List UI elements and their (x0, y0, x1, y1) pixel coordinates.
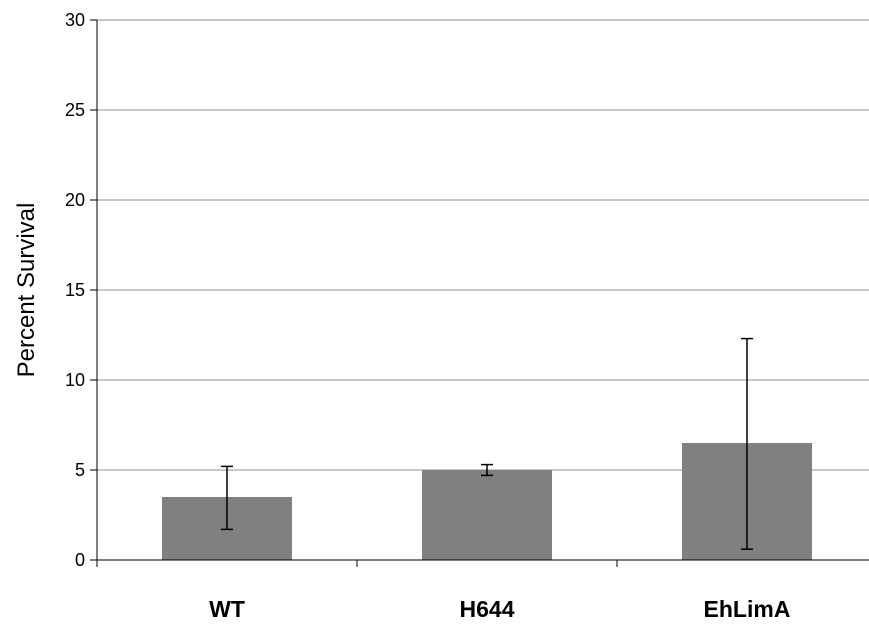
y-tick-label: 30 (65, 10, 85, 30)
y-tick-label: 20 (65, 190, 85, 210)
y-tick-labels: 0 5 10 15 20 25 30 (65, 10, 85, 570)
axes (90, 19, 869, 567)
y-tick-label: 5 (75, 460, 85, 480)
x-category-labels: WT H644 EhLimA (209, 596, 790, 622)
y-tick-label: 15 (65, 280, 85, 300)
gridlines (97, 19, 869, 471)
bars (162, 443, 812, 560)
y-tick-label: 0 (75, 550, 85, 570)
y-tick-label: 25 (65, 100, 85, 120)
x-category-label: WT (209, 596, 245, 622)
bar-h644 (422, 470, 552, 560)
y-tick-label: 10 (65, 370, 85, 390)
y-axis-title: Percent Survival (13, 203, 40, 378)
x-category-label: EhLimA (704, 596, 791, 622)
error-bars (221, 337, 753, 550)
x-category-label: H644 (460, 596, 515, 622)
